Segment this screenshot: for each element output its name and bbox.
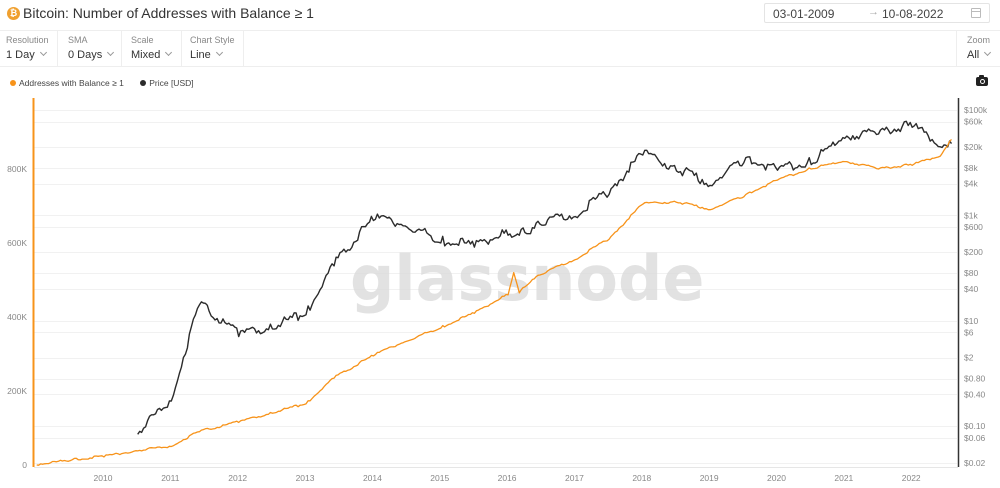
chart-style-label: Chart Style	[190, 35, 235, 45]
left-axis: 0 200K 400K 600K 800K	[7, 164, 27, 470]
svg-text:$200: $200	[964, 247, 983, 257]
svg-text:$40: $40	[964, 284, 978, 294]
camera-icon[interactable]	[976, 75, 988, 86]
watermark: glassnode	[350, 242, 704, 315]
legend-item-price[interactable]: Price [USD]	[140, 78, 194, 88]
svg-text:800K: 800K	[7, 164, 27, 174]
svg-text:$0.80: $0.80	[964, 374, 986, 384]
svg-text:$4k: $4k	[964, 179, 978, 189]
legend-dot-icon	[140, 80, 147, 86]
svg-text:2012: 2012	[228, 473, 247, 483]
date-end-input[interactable]: 10-08-2022	[882, 7, 944, 21]
sma-dropdown[interactable]: SMA 0 Days	[58, 31, 122, 67]
calendar-icon[interactable]	[971, 8, 981, 18]
zoom-label: Zoom	[967, 35, 991, 45]
svg-text:$0.02: $0.02	[964, 458, 986, 468]
svg-text:2017: 2017	[565, 473, 584, 483]
svg-text:$100k: $100k	[964, 105, 988, 115]
resolution-dropdown[interactable]: Resolution 1 Day	[0, 31, 58, 67]
chart-style-value: Line	[190, 49, 211, 61]
resolution-label: Resolution	[6, 35, 49, 45]
date-start-input[interactable]: 03-01-2009	[773, 7, 835, 21]
scale-dropdown[interactable]: Scale Mixed	[122, 31, 182, 67]
page-title: Bitcoin: Number of Addresses with Balanc…	[23, 5, 314, 21]
svg-text:$20k: $20k	[964, 142, 983, 152]
scale-value: Mixed	[131, 49, 161, 61]
addresses-series-line	[36, 138, 952, 466]
legend-dot-icon	[10, 80, 16, 86]
svg-text:$0.40: $0.40	[964, 389, 986, 399]
gridlines	[34, 110, 957, 464]
svg-text:2011: 2011	[161, 473, 180, 483]
svg-text:2021: 2021	[834, 473, 853, 483]
chart-style-dropdown[interactable]: Chart Style Line	[182, 31, 244, 67]
resolution-value: 1 Day	[6, 49, 35, 61]
svg-text:2018: 2018	[632, 473, 651, 483]
sma-label: SMA	[68, 35, 88, 45]
svg-text:2019: 2019	[700, 473, 719, 483]
svg-text:2013: 2013	[296, 473, 315, 483]
zoom-value: All	[967, 49, 980, 61]
svg-text:$600: $600	[964, 222, 983, 232]
svg-text:2016: 2016	[498, 473, 517, 483]
svg-text:$1k: $1k	[964, 210, 978, 220]
zoom-dropdown[interactable]: Zoom All	[956, 31, 1000, 67]
svg-text:$10: $10	[964, 316, 978, 326]
chart-controls: Resolution 1 Day SMA 0 Days Scale Mixed …	[0, 30, 1000, 67]
svg-text:400K: 400K	[7, 312, 27, 322]
svg-text:2010: 2010	[94, 473, 113, 483]
date-range-picker[interactable]: 03-01-2009 → 10-08-2022	[764, 3, 990, 23]
svg-text:2014: 2014	[363, 473, 382, 483]
svg-text:$0.10: $0.10	[964, 421, 986, 431]
title-bar: ₿ Bitcoin: Number of Addresses with Bala…	[0, 0, 1000, 30]
svg-text:200K: 200K	[7, 386, 27, 396]
svg-text:0: 0	[22, 460, 27, 470]
svg-text:2020: 2020	[767, 473, 786, 483]
svg-text:$8k: $8k	[964, 163, 978, 173]
svg-text:$80: $80	[964, 268, 978, 278]
legend-item-addresses[interactable]: Addresses with Balance ≥ 1	[10, 78, 124, 88]
scale-label: Scale	[131, 35, 154, 45]
svg-text:2015: 2015	[430, 473, 449, 483]
right-axis: $100k$60k$20k$8k$4k$1k$600$200$80$40$10$…	[964, 105, 988, 468]
x-axis: 2010 2011 2012 2013 2014 2015 2016 2017 2018 2019…	[94, 473, 921, 483]
bitcoin-icon: ₿	[7, 7, 20, 20]
svg-text:$2: $2	[964, 353, 974, 363]
svg-text:$0.06: $0.06	[964, 433, 986, 443]
arrow-right-icon: →	[868, 6, 879, 18]
svg-text:$60k: $60k	[964, 117, 983, 127]
svg-text:2022: 2022	[902, 473, 921, 483]
svg-text:$6: $6	[964, 327, 974, 337]
sma-value: 0 Days	[68, 49, 103, 61]
svg-text:600K: 600K	[7, 238, 27, 248]
chart-legend: Addresses with Balance ≥ 1 Price [USD]	[10, 78, 208, 88]
price-series-line	[137, 120, 953, 435]
